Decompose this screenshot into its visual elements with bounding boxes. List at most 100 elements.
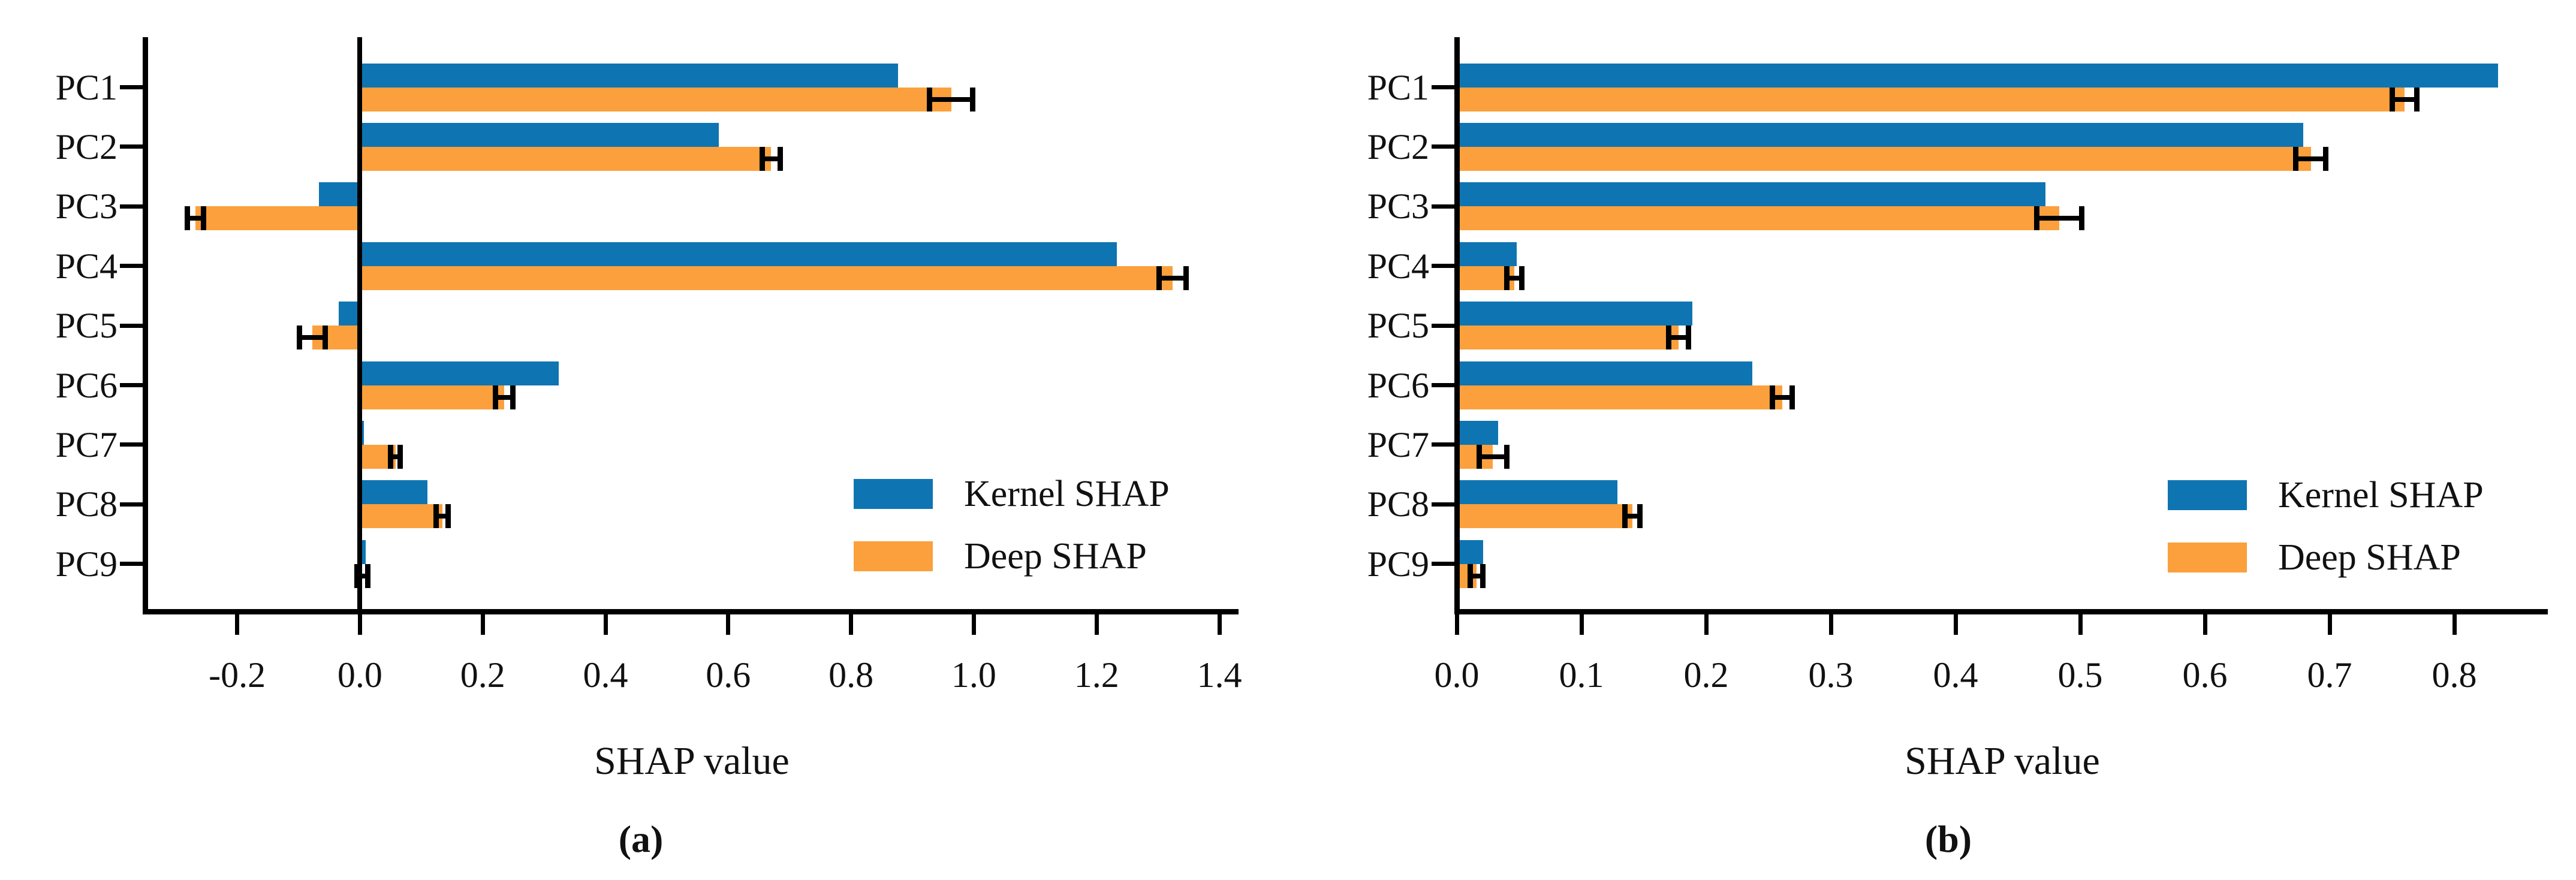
x-tick-label: 0.0	[1434, 655, 1480, 695]
error-bar-line-pc4	[1507, 275, 1522, 281]
error-bar-cap-pc5	[1666, 326, 1672, 350]
error-bar-cap-pc3	[2078, 206, 2084, 231]
error-bar-line-pc7	[1479, 454, 1507, 459]
error-bar-cap-pc1	[2414, 87, 2420, 111]
x-tick	[235, 614, 240, 635]
error-bar-cap-pc8	[433, 504, 439, 529]
y-tick-label-pc3: PC3	[55, 186, 117, 227]
x-tick	[1704, 614, 1709, 635]
error-bar-cap-pc5	[296, 326, 302, 350]
bar-pc6-deep-shap	[1457, 385, 1782, 409]
error-bar-cap-pc5	[1686, 326, 1692, 350]
x-tick	[2078, 614, 2083, 635]
bar-pc1-deep-shap	[1457, 87, 2405, 111]
x-tick	[1094, 614, 1099, 635]
legend-swatch-kernel-shap	[854, 479, 933, 509]
y-tick-pc2	[119, 144, 143, 149]
error-bar-line-pc5	[1668, 335, 1689, 340]
error-bar-cap-pc1	[969, 87, 975, 111]
x-tick	[357, 614, 362, 635]
bar-pc1-deep-shap	[360, 87, 951, 111]
bar-pc7-kernel-shap	[1457, 420, 1498, 445]
x-axis-label-a: SHAP value	[594, 739, 790, 783]
x-tick-label: 0.3	[1808, 655, 1854, 695]
x-tick-label: 0.6	[706, 655, 751, 695]
error-bar-cap-pc6	[1769, 385, 1775, 409]
y-tick-label-pc2: PC2	[1367, 126, 1429, 167]
legend-label-kernel-shap: Kernel SHAP	[964, 474, 1170, 514]
bar-pc2-deep-shap	[1457, 146, 2311, 171]
x-tick	[1828, 614, 1833, 635]
x-tick-label: 0.8	[828, 655, 874, 695]
x-tick	[1217, 614, 1222, 635]
y-tick-label-pc3: PC3	[1367, 186, 1429, 227]
x-tick-label: -0.2	[209, 655, 266, 695]
x-tick	[971, 614, 976, 635]
y-tick-label-pc7: PC7	[1367, 424, 1429, 465]
error-bar-cap-pc8	[1622, 504, 1628, 529]
error-bar-cap-pc2	[759, 146, 765, 171]
error-bar-line-pc8	[1625, 514, 1640, 519]
bar-pc3-kernel-shap	[1457, 182, 2045, 207]
panel-caption-b: (b)	[1924, 818, 1972, 860]
error-bar-cap-pc6	[510, 385, 516, 409]
error-bar-cap-pc5	[322, 326, 328, 350]
y-tick-pc3	[119, 204, 143, 209]
bar-pc9-kernel-shap	[360, 540, 366, 564]
error-bar-line-pc9	[1470, 573, 1483, 578]
error-bar-line-pc5	[299, 335, 326, 340]
bar-pc2-kernel-shap	[1457, 122, 2304, 147]
x-tick-label: 0.2	[1683, 655, 1729, 695]
bar-pc6-kernel-shap	[360, 361, 559, 385]
bar-pc3-kernel-shap	[318, 182, 360, 207]
error-bar-cap-pc3	[2033, 206, 2039, 231]
error-bar-line-pc6	[1772, 394, 1792, 400]
bar-pc2-kernel-shap	[360, 122, 719, 147]
bar-pc4-deep-shap	[360, 266, 1173, 290]
error-bar-line-pc2	[762, 156, 781, 161]
y-tick-pc1	[119, 85, 143, 89]
bar-pc8-deep-shap	[360, 504, 442, 529]
error-bar-cap-pc9	[1468, 563, 1474, 588]
y-tick-label-pc9: PC9	[1367, 544, 1429, 584]
error-bar-line-pc3	[187, 216, 204, 221]
x-axis-spine	[142, 608, 1239, 614]
legend-swatch-deep-shap	[2168, 543, 2247, 572]
x-tick-label: 1.2	[1074, 655, 1119, 695]
x-tick-label: 1.0	[951, 655, 996, 695]
x-tick-label: 0.1	[1559, 655, 1604, 695]
legend-label-kernel-shap: Kernel SHAP	[2278, 475, 2484, 516]
x-tick-label: 1.4	[1197, 655, 1242, 695]
bar-pc8-kernel-shap	[1457, 480, 1618, 505]
error-bar-cap-pc1	[927, 87, 933, 111]
legend-label-deep-shap: Deep SHAP	[2278, 537, 2461, 578]
y-tick-label-pc1: PC1	[1367, 67, 1429, 107]
x-tick	[726, 614, 731, 635]
error-bar-line-pc1	[2392, 97, 2417, 102]
bar-pc1-kernel-shap	[1457, 63, 2498, 88]
error-bar-cap-pc7	[397, 444, 403, 469]
bar-pc5-deep-shap	[1457, 326, 1679, 350]
error-bar-line-pc1	[929, 97, 973, 102]
y-tick-label-pc1: PC1	[55, 67, 117, 107]
error-bar-line-pc9	[357, 573, 368, 578]
error-bar-cap-pc2	[778, 146, 784, 171]
x-axis-label-b: SHAP value	[1905, 739, 2100, 783]
bar-pc3-deep-shap	[195, 206, 360, 231]
y-tick-pc1	[1431, 85, 1454, 89]
panel-caption-a: (a)	[618, 818, 664, 860]
bar-pc6-kernel-shap	[1457, 361, 1752, 385]
x-tick-label: 0.2	[460, 655, 505, 695]
error-bar-cap-pc3	[200, 206, 206, 231]
x-tick	[480, 614, 485, 635]
error-bar-line-pc3	[2036, 216, 2082, 221]
y-tick-pc7	[1431, 442, 1454, 447]
bar-pc8-deep-shap	[1457, 504, 1633, 529]
x-tick	[2327, 614, 2332, 635]
y-tick-pc7	[119, 442, 143, 447]
bar-pc8-kernel-shap	[360, 480, 428, 505]
error-bar-line-pc4	[1159, 275, 1186, 281]
y-tick-label-pc2: PC2	[55, 126, 117, 167]
x-tick	[1579, 614, 1584, 635]
x-tick-label: 0.4	[583, 655, 628, 695]
